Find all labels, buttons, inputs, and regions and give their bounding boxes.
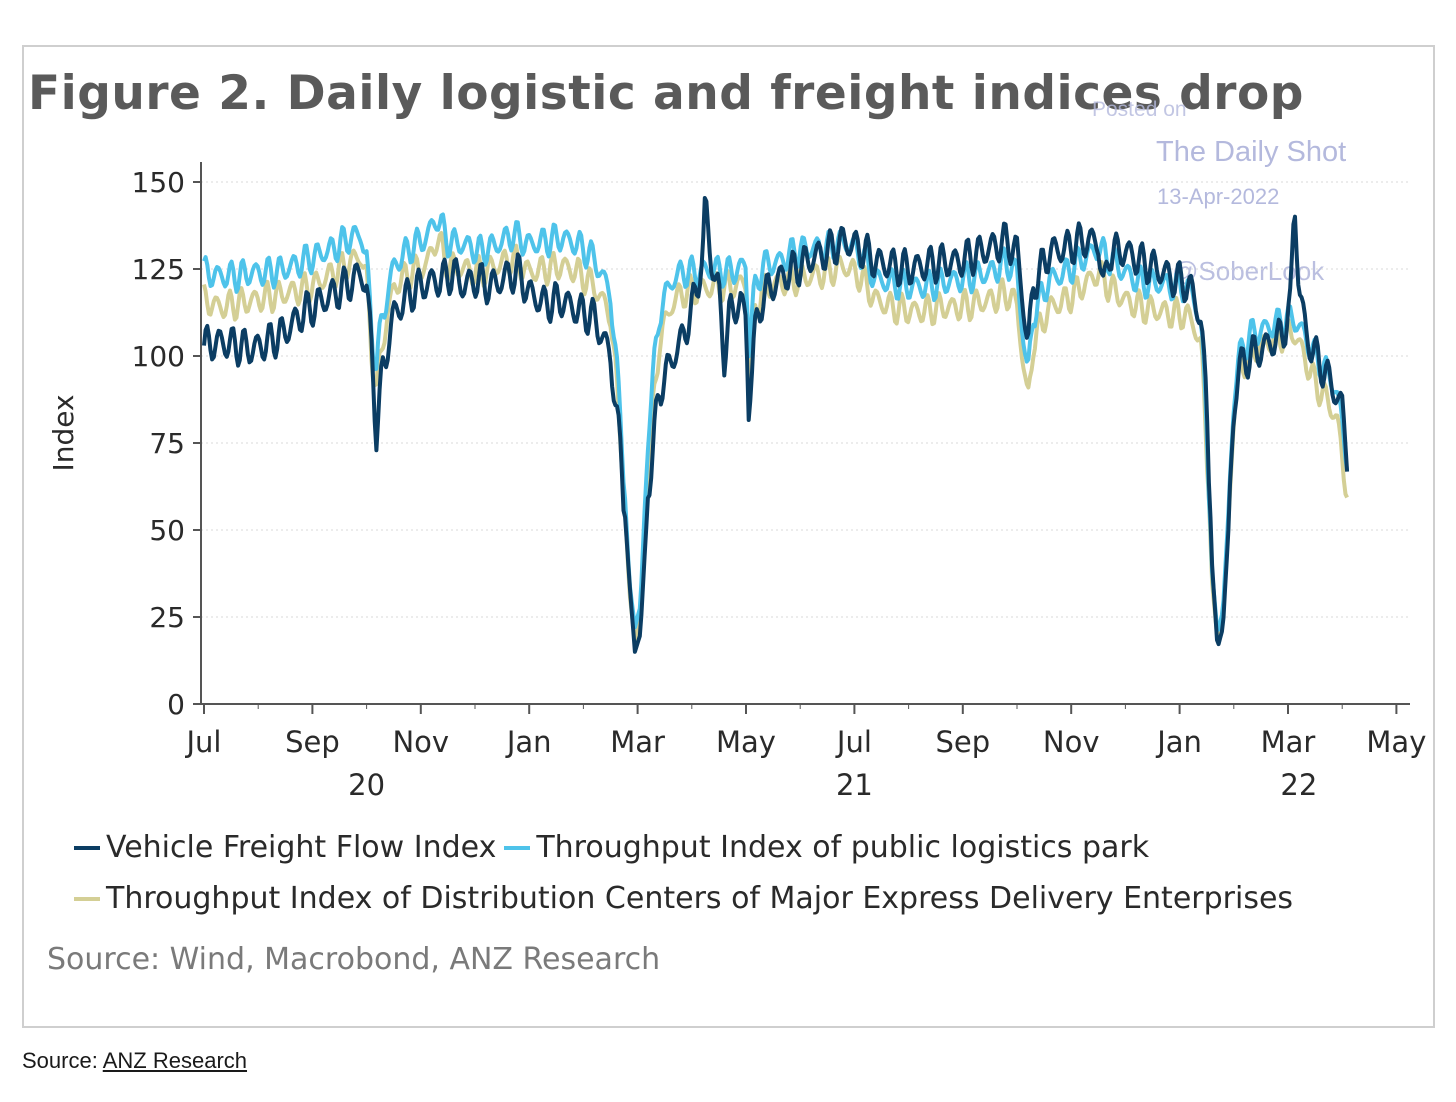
legend-label-vehicle: Vehicle Freight Flow Index [106, 830, 497, 865]
y-tick-label: 0 [167, 688, 185, 721]
legend-label-express: Throughput Index of Distribution Centers… [106, 881, 1294, 916]
y-tick-label: 25 [149, 601, 185, 634]
legend-label-logistics-park: Throughput Index of public logistics par… [536, 830, 1150, 865]
figure-source: Source: Wind, Macrobond, ANZ Research [47, 942, 661, 977]
x-tick-label: Mar [1261, 725, 1316, 759]
y-tick-label: 100 [132, 340, 185, 373]
legend-swatch-logistics-park [504, 845, 531, 850]
legend-swatch-vehicle [74, 845, 100, 850]
y-tick-label: 50 [149, 514, 185, 547]
legend-item-vehicle: Vehicle Freight Flow Index [74, 830, 496, 865]
figure-frame [22, 45, 1435, 1028]
chart-title: Figure 2. Daily logistic and freight ind… [28, 66, 1304, 121]
x-tick-label: May [716, 725, 776, 759]
legend-row-1: Vehicle Freight Flow Index Throughput In… [74, 830, 1157, 865]
x-year-label: 20 [348, 768, 385, 802]
x-year-label: 21 [836, 768, 873, 802]
axes [193, 162, 1410, 714]
y-tick-label: 150 [132, 166, 185, 199]
legend-item-express: Throughput Index of Distribution Centers… [74, 881, 1293, 916]
watermark-posted-on: Posted on [1092, 98, 1187, 121]
x-tick-label: Nov [392, 725, 449, 759]
x-tick-label: Nov [1043, 725, 1100, 759]
watermark-publisher: The Daily Shot [1156, 136, 1347, 168]
footer-source-label: Source: [22, 1048, 98, 1073]
series-line [202, 196, 1350, 654]
x-tick-label: Jul [185, 725, 222, 759]
x-tick-label: Sep [285, 725, 340, 759]
legend-row-2: Throughput Index of Distribution Centers… [74, 881, 1301, 916]
footer-source-link[interactable]: ANZ Research [102, 1048, 248, 1073]
legend-swatch-express [74, 896, 100, 901]
axis-labels: 0 25 50 75 100 125 150 Jul Sep Nov Jan Mar May Jul Sep… [47, 166, 1426, 802]
x-year-label: 22 [1280, 768, 1317, 802]
y-tick-label: 75 [149, 427, 185, 460]
x-tick-label: Jan [1155, 725, 1202, 759]
y-tick-label: 125 [132, 253, 185, 286]
page-footer-source: Source: ANZ Research [22, 1048, 247, 1074]
series-lines [202, 196, 1350, 654]
x-tick-label: Mar [610, 725, 665, 759]
series-line [202, 212, 1350, 632]
x-tick-label: May [1366, 725, 1426, 759]
y-axis-label: Index [47, 394, 80, 471]
x-tick-label: Sep [935, 725, 990, 759]
x-tick-label: Jan [505, 725, 552, 759]
watermark-date: 13-Apr-2022 [1157, 184, 1280, 209]
x-tick-label: Jul [835, 725, 872, 759]
legend-item-logistics-park: Throughput Index of public logistics par… [504, 830, 1149, 865]
